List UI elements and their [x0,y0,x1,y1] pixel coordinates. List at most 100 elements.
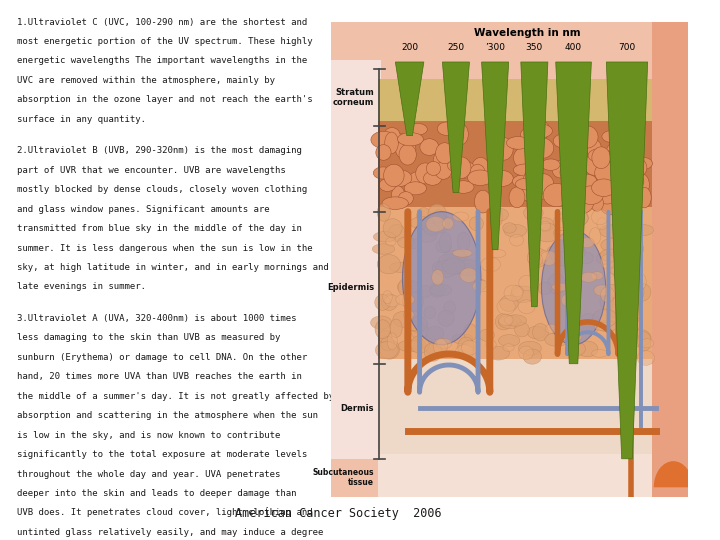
Ellipse shape [597,218,607,230]
Ellipse shape [489,206,503,227]
Ellipse shape [618,169,642,187]
Ellipse shape [518,346,534,360]
Ellipse shape [618,295,632,315]
Ellipse shape [626,157,639,181]
Ellipse shape [410,336,429,353]
Ellipse shape [495,138,513,160]
Ellipse shape [474,279,487,290]
Ellipse shape [616,269,626,286]
Ellipse shape [382,197,408,210]
Ellipse shape [435,161,451,179]
Ellipse shape [518,341,541,355]
Ellipse shape [531,254,543,266]
Ellipse shape [425,343,446,355]
Ellipse shape [379,179,396,192]
Ellipse shape [436,143,454,164]
Text: and glass window panes. Significant amounts are: and glass window panes. Significant amou… [17,205,269,214]
Text: Wavelength in nm: Wavelength in nm [474,29,580,38]
Ellipse shape [552,283,570,291]
Ellipse shape [562,294,577,307]
Ellipse shape [378,330,392,343]
Ellipse shape [409,172,426,187]
Ellipse shape [533,323,548,341]
Ellipse shape [595,162,620,184]
Ellipse shape [399,144,416,165]
Ellipse shape [453,212,469,221]
Ellipse shape [521,127,542,143]
Ellipse shape [634,174,649,196]
Ellipse shape [564,209,588,227]
Ellipse shape [395,140,416,160]
Text: UVB does. It penetrates cloud cover, light clothing and: UVB does. It penetrates cloud cover, lig… [17,509,312,517]
Ellipse shape [417,207,431,225]
Ellipse shape [417,286,432,298]
Ellipse shape [518,300,535,314]
Wedge shape [654,461,693,487]
Ellipse shape [510,234,523,246]
Ellipse shape [375,341,398,359]
Text: part of UVR that we encounter. UVB are wavelengths: part of UVR that we encounter. UVB are w… [17,166,285,175]
Ellipse shape [611,163,630,176]
Ellipse shape [593,309,617,327]
Ellipse shape [535,218,554,232]
Ellipse shape [511,286,523,296]
Text: transmitted from blue sky in the middle of the day in: transmitted from blue sky in the middle … [17,224,302,233]
Ellipse shape [424,307,436,319]
Ellipse shape [402,291,423,312]
Ellipse shape [534,121,549,139]
Ellipse shape [563,231,575,242]
Ellipse shape [472,158,490,179]
Ellipse shape [387,333,397,350]
Ellipse shape [577,126,598,148]
Ellipse shape [487,347,509,360]
Ellipse shape [457,232,470,252]
Ellipse shape [387,170,412,186]
Ellipse shape [430,282,445,297]
Ellipse shape [546,246,559,259]
Text: mostly blocked by dense clouds, closely woven clothing: mostly blocked by dense clouds, closely … [17,185,307,194]
Ellipse shape [441,156,464,177]
Ellipse shape [415,163,435,184]
Ellipse shape [621,251,636,267]
Ellipse shape [433,150,449,171]
Ellipse shape [636,274,647,289]
Ellipse shape [456,260,481,276]
Ellipse shape [529,138,554,159]
Ellipse shape [436,240,451,253]
Ellipse shape [553,134,575,148]
Ellipse shape [523,349,541,364]
Text: UVC are removed within the atmosphere, mainly by: UVC are removed within the atmosphere, m… [17,76,275,85]
Ellipse shape [491,171,513,186]
Ellipse shape [591,210,608,225]
Ellipse shape [541,221,551,231]
Text: 3.Ultraviolet A (UVA, 320-400nm) is about 1000 times: 3.Ultraviolet A (UVA, 320-400nm) is abou… [17,314,296,323]
Ellipse shape [498,315,521,329]
Ellipse shape [518,275,536,291]
Ellipse shape [392,186,405,204]
Text: sky, at high latitude in winter, and in early mornings and: sky, at high latitude in winter, and in … [17,263,328,272]
Polygon shape [395,62,424,136]
Ellipse shape [600,193,621,215]
Ellipse shape [500,295,518,312]
Ellipse shape [523,205,543,220]
Ellipse shape [443,218,454,230]
Ellipse shape [577,314,600,334]
Ellipse shape [600,287,614,302]
Ellipse shape [448,158,469,173]
Text: 400: 400 [565,43,582,52]
Ellipse shape [600,292,613,310]
Ellipse shape [392,134,411,154]
Bar [377,359,652,459]
Ellipse shape [397,280,420,294]
Ellipse shape [613,198,636,211]
Ellipse shape [516,178,539,190]
Ellipse shape [553,214,572,231]
Ellipse shape [592,147,611,168]
Ellipse shape [595,162,621,176]
Ellipse shape [404,182,426,195]
Text: untinted glass relatively easily, and may induce a degree: untinted glass relatively easily, and ma… [17,528,323,537]
Polygon shape [521,62,548,307]
Ellipse shape [638,332,651,351]
Ellipse shape [455,345,474,359]
Ellipse shape [410,339,426,350]
